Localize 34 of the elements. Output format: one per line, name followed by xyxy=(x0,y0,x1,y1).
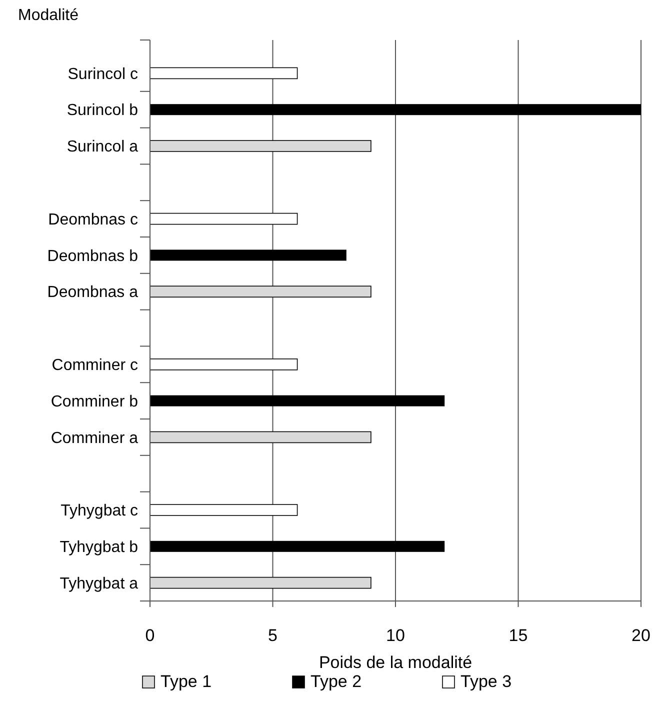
bar xyxy=(150,540,445,552)
y-tick-label: Deombnas b xyxy=(47,248,138,265)
bar xyxy=(150,358,298,370)
y-tick-label: Comminer a xyxy=(50,430,138,447)
y-tick-label: Surincol b xyxy=(66,102,138,120)
bar xyxy=(150,212,298,225)
y-tick-label: Deombnas c xyxy=(48,211,138,228)
legend-label: Type 3 xyxy=(460,672,512,691)
bar xyxy=(150,504,298,516)
bar xyxy=(150,395,445,406)
x-axis-title: Poids de la modalité xyxy=(318,653,472,672)
y-tick-label: Tyhygbat a xyxy=(60,575,138,592)
legend-label: Type 2 xyxy=(310,672,362,691)
y-tick-label: Deombnas a xyxy=(47,284,138,302)
legend-label: Type 1 xyxy=(160,672,212,691)
bar xyxy=(150,286,372,298)
y-tick-label: Surincol a xyxy=(66,138,138,156)
bar xyxy=(150,67,298,80)
y-tick-label: Tyhygbat b xyxy=(60,539,138,556)
y-tick-label: Comminer b xyxy=(50,393,138,410)
x-tick-label: 15 xyxy=(508,626,528,645)
bar xyxy=(150,104,641,116)
y-tick-label: Tyhygbat c xyxy=(60,502,138,520)
x-tick-label: 10 xyxy=(386,626,405,645)
bar xyxy=(150,431,372,444)
x-tick-label: 5 xyxy=(268,626,278,645)
y-tick-label: Surincol c xyxy=(68,66,138,83)
x-tick-label: 20 xyxy=(632,626,650,645)
bar xyxy=(150,140,372,152)
bar xyxy=(150,250,346,261)
y-tick-label: Comminer c xyxy=(52,357,138,374)
y-axis-title: Modalité xyxy=(18,7,79,24)
bar xyxy=(150,576,372,589)
x-tick-label: 0 xyxy=(145,626,155,645)
